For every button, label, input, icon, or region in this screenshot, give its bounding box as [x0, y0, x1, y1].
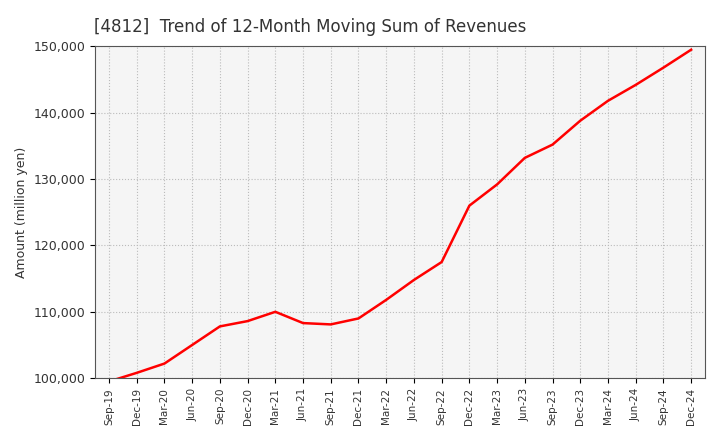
- Text: [4812]  Trend of 12-Month Moving Sum of Revenues: [4812] Trend of 12-Month Moving Sum of R…: [94, 18, 526, 36]
- Y-axis label: Amount (million yen): Amount (million yen): [15, 147, 28, 278]
